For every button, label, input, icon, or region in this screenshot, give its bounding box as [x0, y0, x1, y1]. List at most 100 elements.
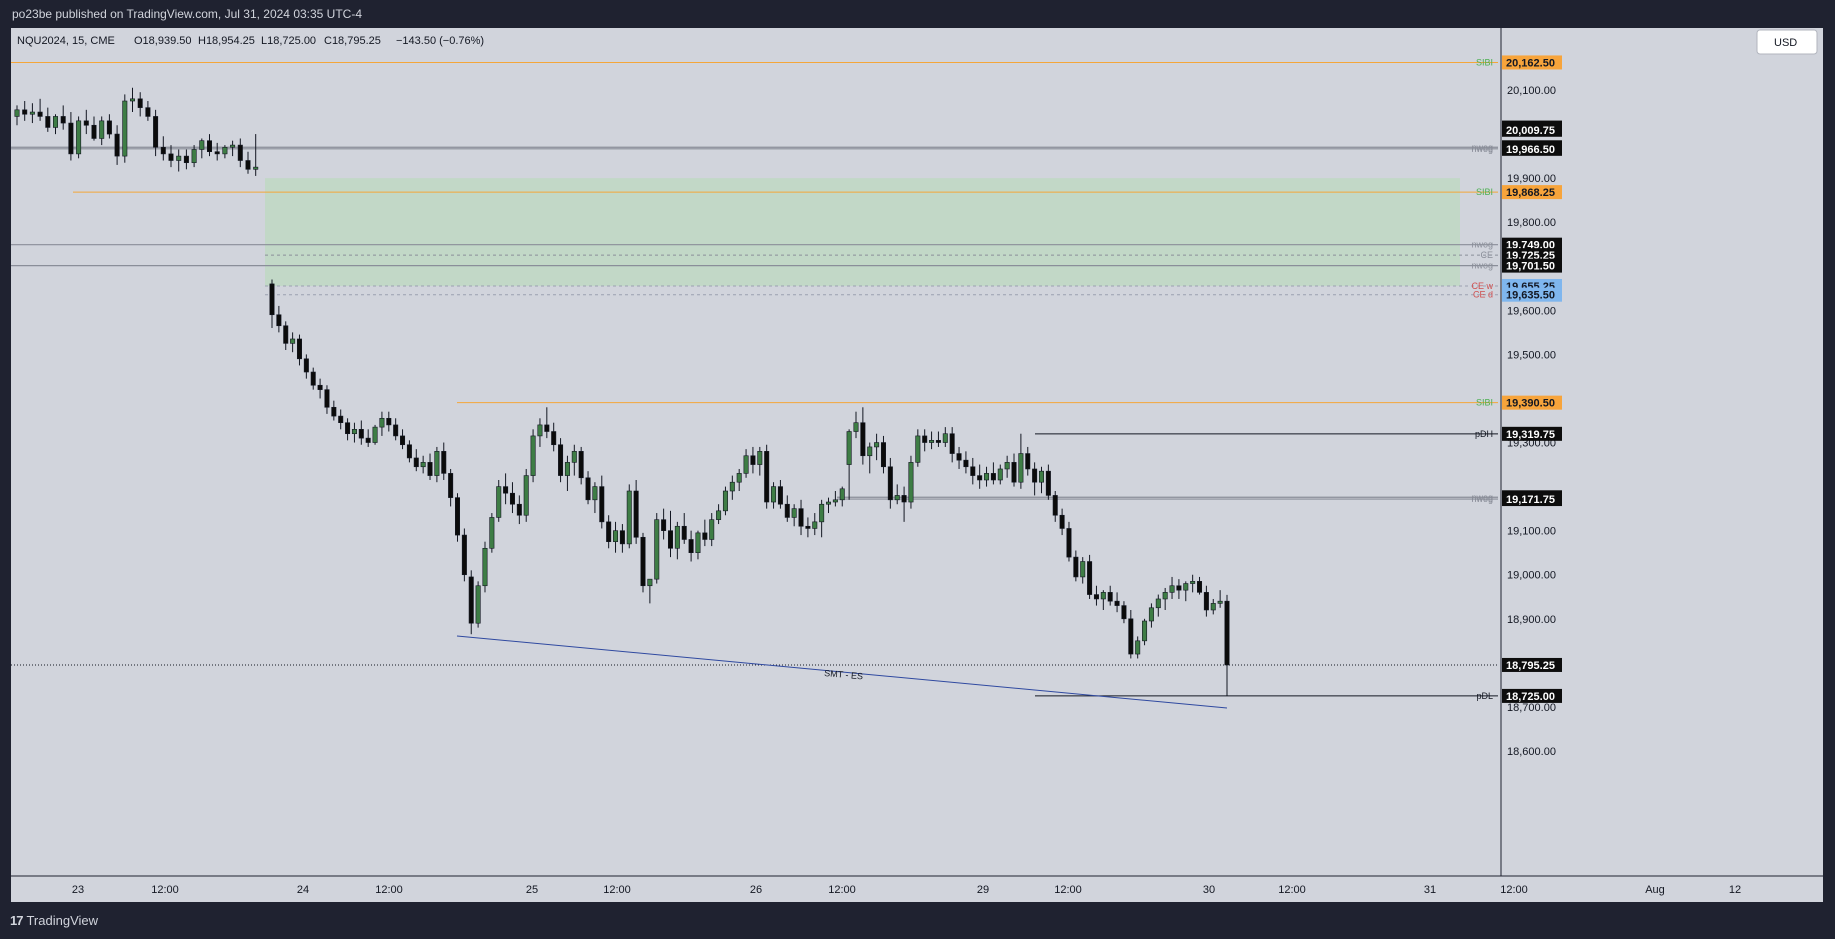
candle-up: [1038, 470, 1044, 483]
tradingview-brand[interactable]: 17 TradingView: [10, 913, 98, 928]
price-tag: [1502, 426, 1562, 441]
y-axis-tick: 19,600.00: [1507, 305, 1556, 317]
candle-up: [372, 426, 378, 443]
candle-down: [386, 417, 392, 426]
currency-button[interactable]: USD: [1756, 29, 1818, 55]
x-axis-tick: 24: [297, 884, 309, 896]
price-tag-label: 20,009.75: [1506, 125, 1555, 137]
candle-down: [1059, 514, 1065, 529]
price-tag: [1502, 185, 1562, 200]
candle-down: [640, 536, 646, 587]
chart-frame[interactable]: SIBI nwog nwog SIBI nwog CE nwog CE w CE d SIBI pD…: [11, 28, 1823, 902]
price-tag: [1502, 55, 1562, 70]
price-tag: [1502, 122, 1562, 137]
candle-down: [153, 116, 159, 148]
candle-down: [887, 466, 893, 501]
candle-up: [1183, 583, 1189, 591]
candle-up: [592, 486, 598, 501]
candle-down: [1197, 581, 1203, 593]
candle-up: [222, 146, 228, 155]
candle-down: [1032, 468, 1038, 483]
x-axis-tick: 12:00: [151, 884, 179, 896]
candle-up: [29, 111, 35, 115]
ref-label-nwog: nwog: [1471, 494, 1493, 504]
candle-down: [1107, 592, 1113, 602]
candle-up: [695, 532, 701, 553]
ref-label-pdl: pDL: [1476, 691, 1493, 701]
price-tag: [1502, 258, 1562, 273]
candle-down: [1087, 561, 1093, 595]
candle-down: [702, 532, 708, 540]
legend-high: H18,954.25: [198, 35, 255, 47]
price-tag-label: 19,966.50: [1506, 144, 1555, 156]
fair-value-gap-zone: [265, 178, 1460, 286]
y-axis-tick: 18,900.00: [1507, 614, 1556, 626]
published-text: po23be published on TradingView.com, Jul…: [12, 7, 363, 21]
candle-up: [230, 144, 236, 148]
legend-open: O18,939.50: [134, 35, 192, 47]
candle-down: [1176, 585, 1182, 591]
candle-down: [413, 457, 419, 468]
price-tag-label: 19,701.50: [1506, 261, 1555, 273]
candle-down: [283, 325, 289, 344]
candle-up: [647, 578, 653, 587]
candle-up: [1100, 592, 1106, 600]
candle-down: [990, 473, 996, 481]
candle-down: [798, 508, 804, 527]
candle-down: [393, 424, 399, 437]
ref-label-nwog: nwog: [1471, 261, 1493, 271]
candle-down: [667, 530, 673, 549]
legend-change: −143.50 (−0.76%): [396, 35, 484, 47]
candle-up: [14, 109, 20, 117]
brand-name: TradingView: [26, 913, 99, 928]
candle-up: [736, 473, 742, 483]
candle-down: [60, 116, 66, 124]
x-axis-tick: 25: [526, 884, 538, 896]
candle-up: [853, 422, 859, 432]
tradingview-logo-icon: 17: [10, 913, 24, 928]
candle-down: [448, 473, 454, 498]
candle-up: [1004, 462, 1010, 470]
ref-label-sibi: SIBI: [1476, 398, 1493, 408]
candle-down: [1052, 495, 1058, 516]
candle-down: [237, 144, 243, 161]
legend-low: L18,725.00: [261, 35, 316, 47]
candle-down: [22, 109, 28, 115]
x-axis-tick: 30: [1203, 884, 1215, 896]
candle-down: [303, 358, 309, 373]
candle-up: [743, 455, 749, 474]
y-axis-tick: 20,100.00: [1507, 85, 1556, 97]
currency-button-box[interactable]: [1756, 29, 1818, 55]
candle-down: [956, 453, 962, 461]
ref-label-sibi: SIBI: [1476, 57, 1493, 67]
x-axis-tick: Aug: [1645, 884, 1665, 896]
candle-up: [997, 468, 1003, 481]
x-axis-tick: 12: [1729, 884, 1741, 896]
candle-down: [106, 120, 112, 135]
candle-up: [351, 429, 357, 435]
candle-up: [1018, 453, 1024, 483]
footer-bar: 17 TradingView: [0, 903, 1835, 939]
price-tag: [1502, 141, 1562, 156]
candle-down: [441, 451, 447, 474]
candle-up: [420, 462, 426, 468]
candle-up: [1135, 640, 1141, 655]
x-axis-tick: 12:00: [603, 884, 631, 896]
candle-up: [874, 442, 880, 448]
y-axis-tick: 19,500.00: [1507, 349, 1556, 361]
price-tag: [1502, 657, 1562, 672]
candle-down: [503, 486, 509, 494]
candle-down: [427, 462, 433, 476]
candle-up: [839, 488, 845, 501]
candle-down: [585, 477, 591, 501]
candle-up: [191, 149, 197, 164]
candle-down: [160, 146, 166, 155]
candle-down: [331, 406, 337, 417]
y-axis-tick: 18,700.00: [1507, 702, 1556, 714]
y-axis-tick: 19,900.00: [1507, 173, 1556, 185]
currency-button-label[interactable]: USD: [1774, 37, 1797, 49]
candle-down: [137, 98, 143, 108]
candle-up: [729, 481, 735, 492]
candle-down: [558, 444, 564, 476]
